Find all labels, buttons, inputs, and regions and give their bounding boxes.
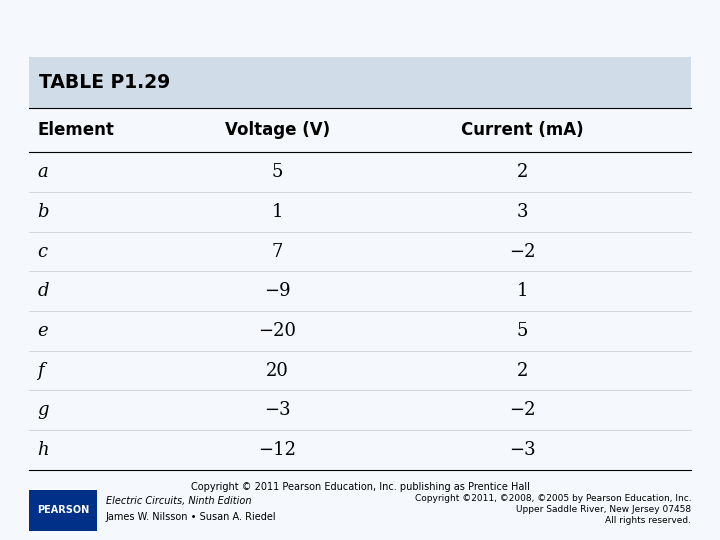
Text: Element: Element bbox=[37, 121, 114, 139]
FancyBboxPatch shape bbox=[29, 108, 691, 470]
Text: −3: −3 bbox=[264, 401, 290, 419]
FancyBboxPatch shape bbox=[29, 490, 97, 531]
Text: Upper Saddle River, New Jersey 07458: Upper Saddle River, New Jersey 07458 bbox=[516, 505, 691, 514]
Text: 1: 1 bbox=[271, 203, 283, 221]
Text: PEARSON: PEARSON bbox=[37, 505, 89, 515]
Text: 1: 1 bbox=[516, 282, 528, 300]
Text: −12: −12 bbox=[258, 441, 296, 459]
Text: h: h bbox=[37, 441, 49, 459]
Text: 2: 2 bbox=[516, 163, 528, 181]
Text: e: e bbox=[37, 322, 48, 340]
Text: James W. Nilsson • Susan A. Riedel: James W. Nilsson • Susan A. Riedel bbox=[106, 512, 276, 522]
Text: TABLE P1.29: TABLE P1.29 bbox=[39, 73, 170, 92]
Text: −20: −20 bbox=[258, 322, 296, 340]
Text: Electric Circuits, Ninth Edition: Electric Circuits, Ninth Edition bbox=[106, 496, 251, 505]
Text: 3: 3 bbox=[516, 203, 528, 221]
Text: b: b bbox=[37, 203, 49, 221]
Text: a: a bbox=[37, 163, 48, 181]
Text: All rights reserved.: All rights reserved. bbox=[606, 516, 691, 524]
FancyBboxPatch shape bbox=[29, 57, 691, 108]
Text: g: g bbox=[37, 401, 49, 419]
Text: 5: 5 bbox=[516, 322, 528, 340]
Text: f: f bbox=[37, 362, 44, 380]
Text: −9: −9 bbox=[264, 282, 290, 300]
Text: 2: 2 bbox=[516, 362, 528, 380]
Text: −3: −3 bbox=[509, 441, 535, 459]
Text: Voltage (V): Voltage (V) bbox=[225, 121, 330, 139]
Text: −2: −2 bbox=[509, 242, 535, 260]
Text: 20: 20 bbox=[266, 362, 289, 380]
Text: 5: 5 bbox=[271, 163, 283, 181]
Text: 7: 7 bbox=[271, 242, 283, 260]
Text: c: c bbox=[37, 242, 48, 260]
Text: Copyright © 2011 Pearson Education, Inc. publishing as Prentice Hall: Copyright © 2011 Pearson Education, Inc.… bbox=[191, 482, 529, 492]
Text: d: d bbox=[37, 282, 49, 300]
Text: Current (mA): Current (mA) bbox=[461, 121, 583, 139]
Text: Copyright ©2011, ©2008, ©2005 by Pearson Education, Inc.: Copyright ©2011, ©2008, ©2005 by Pearson… bbox=[415, 494, 691, 503]
Text: −2: −2 bbox=[509, 401, 535, 419]
